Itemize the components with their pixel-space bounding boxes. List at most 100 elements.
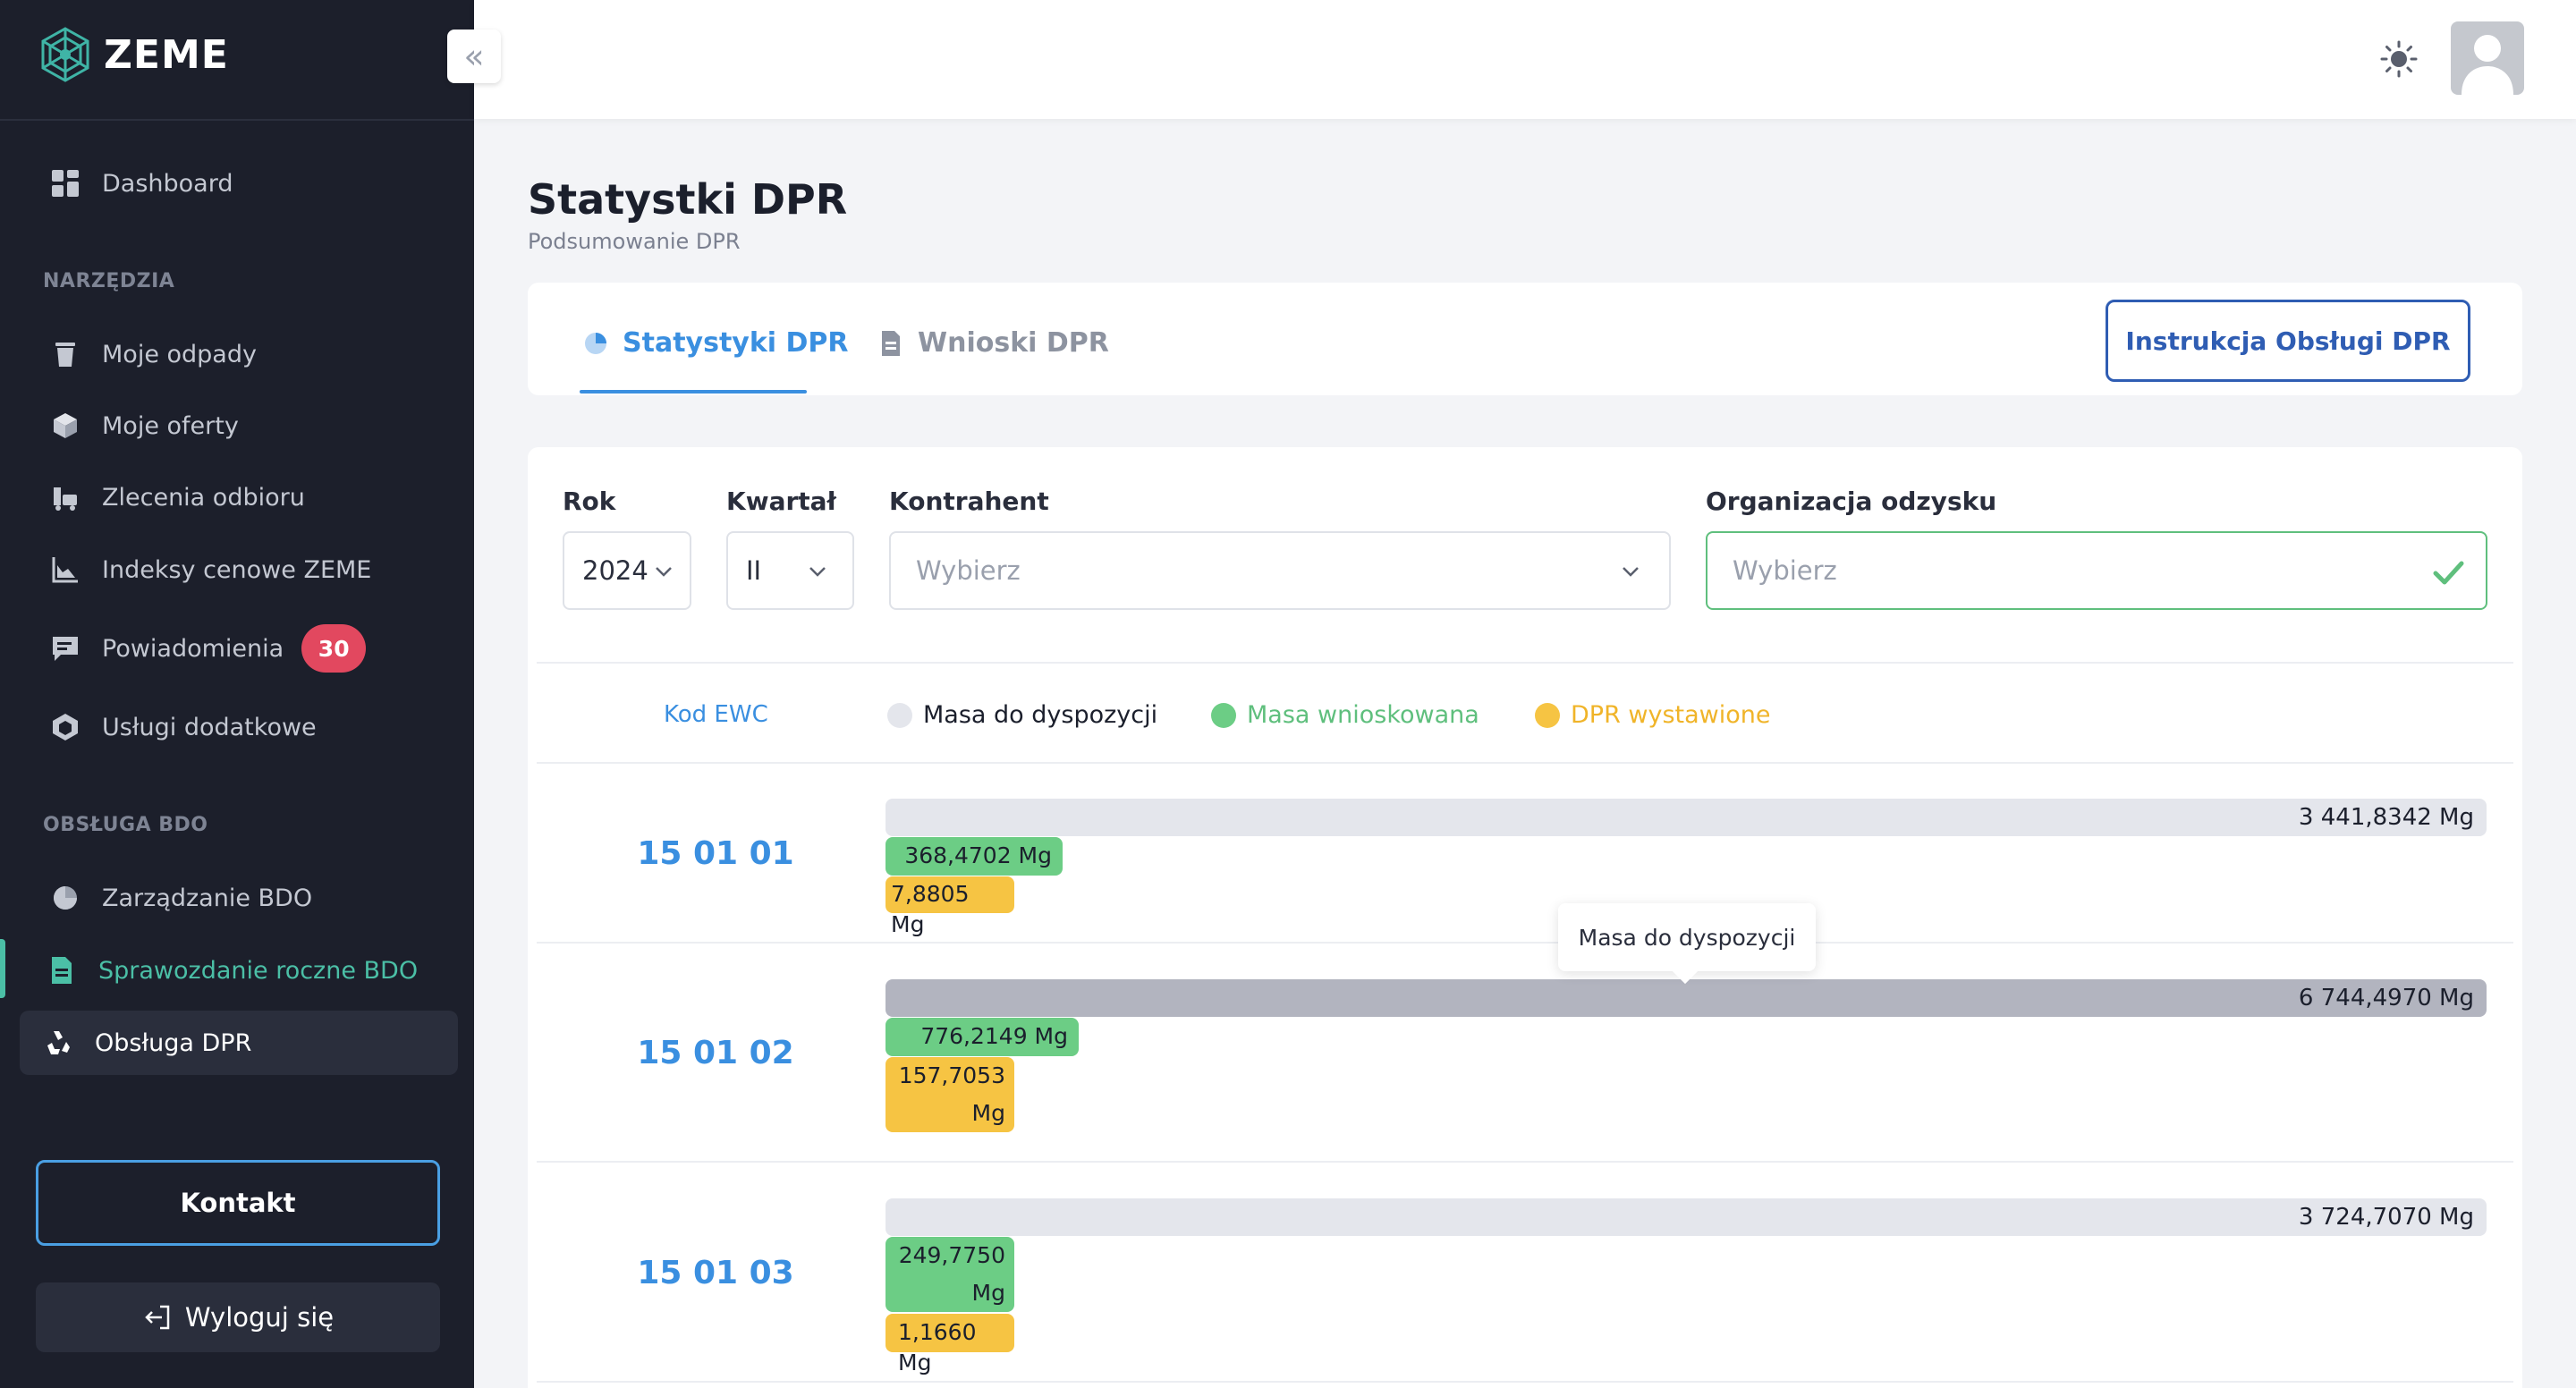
requested-value: 368,4702 Mg [904, 842, 1052, 868]
available-value: 6 744,4970 Mg [2298, 985, 2474, 1011]
legend-dot [887, 702, 912, 728]
sidebar-item-label: Zarządzanie BDO [102, 884, 313, 912]
quarter-value: II [746, 555, 762, 586]
available-bar[interactable]: 6 744,4970 Mg [886, 979, 2487, 1017]
sidebar-item-label: Sprawozdanie roczne BDO [98, 956, 419, 985]
available-value: 3 441,8342 Mg [2298, 804, 2474, 831]
divider [537, 1381, 2513, 1383]
sidebar-divider [0, 119, 474, 121]
requested-pill[interactable]: 249,7750 Mg [886, 1237, 1014, 1312]
available-value: 3 724,7070 Mg [2298, 1204, 2474, 1231]
logout-label: Wyloguj się [184, 1302, 335, 1333]
logout-button[interactable]: Wyloguj się [36, 1282, 440, 1352]
tab-statystyki-dpr[interactable]: Statystyki DPR [581, 327, 849, 359]
cube-icon [50, 712, 80, 742]
user-avatar[interactable] [2451, 21, 2524, 95]
sidebar-item-label: Obsługa DPR [95, 1028, 252, 1057]
pie-icon [50, 883, 80, 913]
notification-badge: 30 [301, 624, 367, 673]
box-icon [50, 410, 80, 441]
active-indicator [0, 939, 5, 998]
sidebar-item-label: Moje odpady [102, 340, 257, 368]
legend-label: Masa wnioskowana [1247, 701, 1479, 729]
chevron-down-icon [809, 567, 826, 577]
legend-issued: DPR wystawione [1535, 701, 1771, 729]
available-bar[interactable]: 3 724,7070 Mg [886, 1198, 2487, 1236]
sidebar-item-uslugi-dodatkowe[interactable]: Usługi dodatkowe [20, 695, 458, 759]
sidebar-item-zarzadzanie-bdo[interactable]: Zarządzanie BDO [20, 866, 458, 930]
logout-icon [145, 1305, 170, 1330]
brand-name: ZEME [104, 31, 229, 78]
quarter-label: Kwartał [726, 487, 836, 516]
legend-available: Masa do dyspozycji [887, 701, 1157, 729]
sun-icon[interactable] [2379, 39, 2419, 79]
instruction-button[interactable]: Instrukcja Obsługi DPR [2106, 300, 2470, 382]
year-label: Rok [563, 487, 616, 516]
contractor-placeholder: Wybierz [916, 555, 1021, 586]
sidebar-item-powiadomienia[interactable]: Powiadomienia 30 [20, 616, 458, 681]
ewc-code-header: Kod EWC [664, 701, 768, 728]
requested-pill[interactable]: 776,2149 Mg [886, 1018, 1079, 1056]
requested-pill[interactable]: 368,4702 Mg [886, 837, 1063, 876]
page-title: Statystki DPR [528, 175, 848, 224]
sidebar-item-sprawozdanie-roczne[interactable]: Sprawozdanie roczne BDO [20, 938, 458, 1003]
contractor-select[interactable]: Wybierz [889, 531, 1671, 610]
issued-value: 7,8805 Mg [891, 881, 970, 937]
trash-icon [50, 339, 80, 369]
legend-dot [1211, 702, 1236, 728]
issued-unit: Mg [971, 1100, 1005, 1126]
ewc-code[interactable]: 15 01 01 [637, 835, 794, 872]
sidebar-item-obsluga-dpr[interactable]: Obsługa DPR [20, 1011, 458, 1075]
tabs-card: Statystyki DPR Wnioski DPR Instrukcja Ob… [528, 283, 2522, 395]
issued-pill[interactable]: 1,1660 Mg [886, 1314, 1014, 1375]
contractor-label: Kontrahent [889, 487, 1049, 516]
pie-chart-icon [585, 332, 606, 354]
legend-label: DPR wystawione [1571, 701, 1771, 729]
requested-value: 776,2149 Mg [920, 1023, 1068, 1049]
active-tab-underline [580, 390, 807, 394]
sidebar-item-indeksy-cenowe[interactable]: Indeksy cenowe ZEME [20, 537, 458, 602]
sidebar-item-moje-odpady[interactable]: Moje odpady [20, 322, 458, 386]
recycle-icon [43, 1028, 73, 1058]
zeme-logo-icon [41, 27, 89, 82]
chevron-down-icon [656, 567, 672, 577]
issued-pill[interactable]: 157,7053 Mg [886, 1057, 1014, 1132]
divider [537, 762, 2513, 764]
tab-label: Statystyki DPR [623, 327, 849, 359]
ewc-code[interactable]: 15 01 03 [637, 1255, 794, 1291]
section-label-bdo: OBSŁUGA BDO [43, 814, 208, 836]
organization-label: Organizacja odzysku [1706, 487, 1997, 516]
issued-pill[interactable]: 7,8805 Mg [886, 876, 1014, 937]
legend-label: Masa do dyspozycji [923, 701, 1158, 729]
sidebar-item-label: Powiadomienia [102, 634, 284, 663]
page-subtitle: Podsumowanie DPR [528, 229, 741, 254]
contact-button[interactable]: Kontakt [36, 1160, 440, 1246]
sidebar-item-moje-oferty[interactable]: Moje oferty [20, 394, 458, 458]
legend-requested: Masa wnioskowana [1211, 701, 1479, 729]
issued-value: 1,1660 Mg [898, 1319, 977, 1375]
tab-wnioski-dpr[interactable]: Wnioski DPR [877, 327, 1109, 359]
sidebar-item-label: Usługi dodatkowe [102, 713, 317, 741]
divider [537, 1161, 2513, 1163]
check-icon [2433, 561, 2464, 585]
tab-label: Wnioski DPR [918, 327, 1109, 359]
requested-unit: Mg [971, 1280, 1005, 1306]
sidebar-item-dashboard[interactable]: Dashboard [20, 151, 458, 216]
ewc-code[interactable]: 15 01 02 [637, 1035, 794, 1071]
organization-placeholder: Wybierz [1733, 555, 1837, 586]
organization-select[interactable]: Wybierz [1706, 531, 2487, 610]
document-icon [882, 330, 900, 356]
collapse-sidebar-button[interactable]: « [447, 30, 501, 83]
message-icon [50, 633, 80, 664]
double-chevron-left-icon: « [463, 37, 485, 76]
legend-dot [1535, 702, 1560, 728]
brand-logo[interactable]: ZEME [36, 25, 229, 84]
truck-icon [50, 482, 80, 512]
sidebar-item-zlecenia-odbioru[interactable]: Zlecenia odbioru [20, 465, 458, 529]
year-select[interactable]: 2024 [563, 531, 691, 610]
issued-value: 157,7053 [898, 1062, 1005, 1088]
bar-tooltip: Masa do dyspozycji [1558, 903, 1816, 971]
available-bar[interactable]: 3 441,8342 Mg [886, 799, 2487, 836]
user-icon [2462, 35, 2513, 95]
quarter-select[interactable]: II [726, 531, 854, 610]
